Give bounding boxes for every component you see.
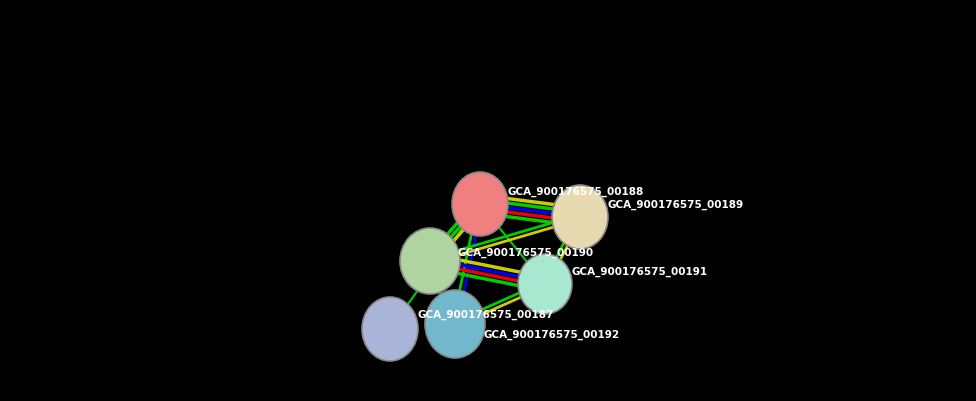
- Ellipse shape: [452, 172, 508, 237]
- Ellipse shape: [425, 290, 485, 358]
- Text: GCA_900176575_00192: GCA_900176575_00192: [483, 329, 619, 339]
- Text: GCA_900176575_00188: GCA_900176575_00188: [508, 186, 644, 196]
- Ellipse shape: [362, 297, 418, 361]
- Ellipse shape: [552, 186, 608, 249]
- Ellipse shape: [518, 254, 572, 314]
- Text: GCA_900176575_00189: GCA_900176575_00189: [607, 199, 743, 210]
- Text: GCA_900176575_00190: GCA_900176575_00190: [458, 247, 594, 257]
- Text: GCA_900176575_00187: GCA_900176575_00187: [418, 309, 554, 319]
- Ellipse shape: [400, 229, 460, 294]
- Text: GCA_900176575_00191: GCA_900176575_00191: [572, 266, 709, 276]
